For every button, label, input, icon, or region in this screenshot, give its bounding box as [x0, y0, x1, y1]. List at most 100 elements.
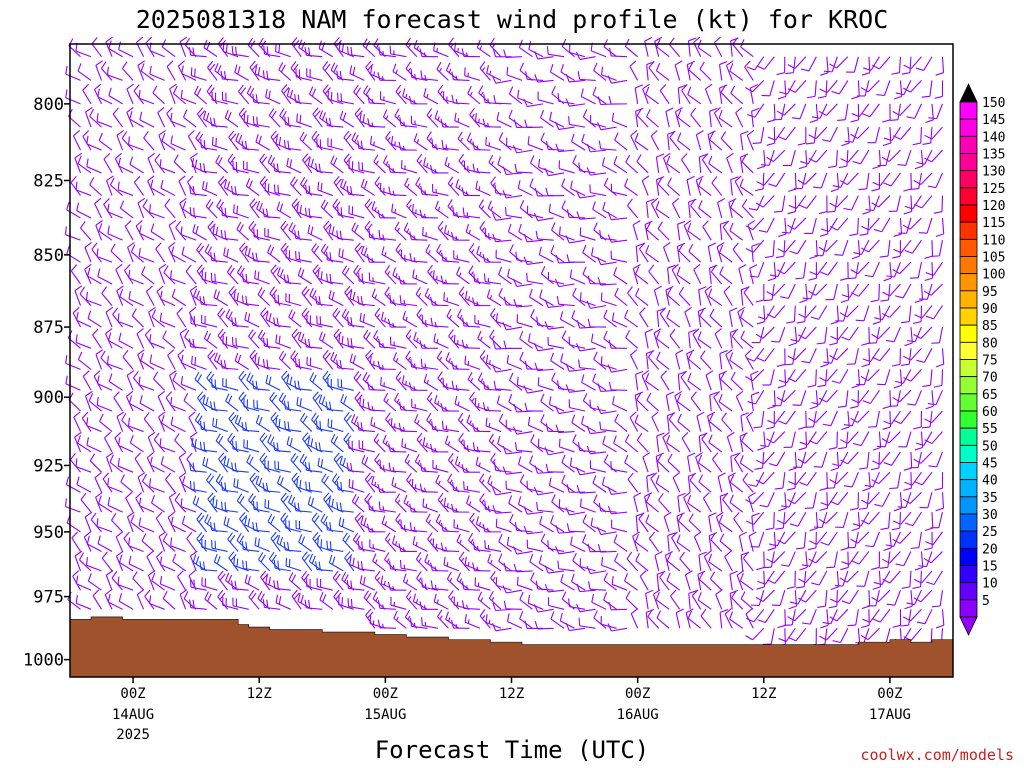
- barb-staff: [259, 438, 271, 453]
- barb-flag: [334, 573, 341, 581]
- wind-barb: [306, 68, 323, 81]
- barb-staff: [448, 44, 460, 58]
- barb-staff: [192, 503, 207, 513]
- wind-barb: [425, 244, 439, 263]
- barb-staff: [191, 75, 207, 81]
- barb-flag: [138, 376, 141, 385]
- barb-flag: [572, 434, 577, 443]
- barb-flag: [270, 264, 277, 272]
- barb-staff: [105, 312, 113, 328]
- wind-barb: [166, 60, 176, 81]
- wind-barb: [559, 311, 575, 328]
- barb-flag: [163, 265, 169, 273]
- barb-half-flag: [408, 204, 412, 209]
- barb-half-flag: [447, 230, 450, 235]
- barb-flag: [535, 580, 539, 589]
- barb-flag: [318, 442, 321, 451]
- barb-flag: [399, 401, 402, 410]
- barb-flag: [293, 331, 300, 339]
- barb-staff: [212, 99, 228, 105]
- barb-staff: [117, 320, 134, 328]
- barb-flag: [496, 111, 500, 121]
- barb-staff: [77, 163, 92, 174]
- barb-flag: [186, 531, 193, 539]
- wind-barb: [66, 245, 81, 263]
- wind-barb: [80, 492, 92, 513]
- barb-staff: [78, 359, 92, 370]
- wind-barb: [484, 228, 502, 241]
- wind-barb: [380, 376, 397, 391]
- barb-staff: [374, 314, 386, 328]
- barb-flag: [565, 622, 570, 631]
- wind-barb: [539, 515, 554, 533]
- barb-flag: [220, 70, 223, 80]
- wind-barb: [74, 152, 82, 174]
- barb-staff: [270, 270, 281, 285]
- wind-barb: [159, 556, 176, 572]
- barb-half-flag: [425, 442, 428, 447]
- wind-barb: [207, 349, 218, 370]
- barb-flag: [97, 535, 101, 544]
- barb-flag: [329, 401, 332, 411]
- barb-half-flag: [394, 482, 397, 487]
- barb-flag: [197, 133, 204, 142]
- barb-staff: [166, 66, 176, 81]
- wind-barb: [581, 415, 596, 433]
- barb-staff: [149, 362, 165, 370]
- barb-flag: [136, 589, 145, 596]
- barb-flag: [443, 292, 446, 301]
- barb-flag: [160, 456, 164, 465]
- barb-staff: [87, 543, 102, 552]
- barb-flag: [310, 226, 314, 235]
- wind-barb: [189, 185, 207, 197]
- wind-barb: [194, 371, 208, 391]
- wind-barb: [228, 551, 239, 572]
- barb-staff: [176, 313, 187, 328]
- barb-flag: [246, 372, 251, 381]
- wind-barb: [419, 209, 438, 219]
- barb-staff: [327, 409, 344, 412]
- barb-staff: [260, 313, 271, 328]
- wind-barb: [86, 535, 102, 552]
- barb-staff: [488, 597, 502, 610]
- barb-flag: [216, 555, 221, 565]
- wind-barb: [236, 493, 250, 513]
- barb-staff: [291, 335, 302, 349]
- wind-barb: [378, 338, 396, 349]
- barb-flag: [419, 483, 423, 492]
- barb-flag: [354, 391, 361, 399]
- barb-half-flag: [438, 519, 442, 525]
- barb-flag: [527, 594, 531, 604]
- barb-staff: [201, 428, 218, 433]
- wind-barb: [512, 546, 533, 555]
- barb-flag: [304, 461, 307, 471]
- barb-flag: [318, 394, 323, 403]
- barb-staff: [540, 117, 554, 128]
- barb-half-flag: [424, 190, 427, 195]
- barb-flag: [304, 207, 307, 216]
- barb-staff: [474, 149, 491, 151]
- wind-barb: [138, 497, 155, 513]
- barb-flag: [249, 472, 256, 480]
- barb-flag: [446, 571, 452, 580]
- barb-flag: [440, 522, 444, 532]
- wind-barb: [72, 130, 82, 151]
- barb-flag: [341, 249, 344, 258]
- barb-staff: [243, 567, 260, 572]
- barb-half-flag: [471, 397, 475, 402]
- barb-half-flag: [492, 577, 496, 582]
- wind-barb: [100, 350, 113, 370]
- barb-flag: [529, 155, 535, 164]
- barb-flag: [485, 417, 488, 426]
- barb-flag: [413, 133, 418, 142]
- barb-staff: [139, 402, 155, 412]
- barb-flag: [174, 433, 180, 441]
- wind-barb: [561, 178, 575, 196]
- barb-half-flag: [460, 438, 464, 443]
- barb-flag: [349, 556, 352, 565]
- barb-flag: [411, 478, 414, 488]
- barb-staff: [348, 447, 365, 453]
- barb-staff: [379, 509, 396, 513]
- barb-flag: [106, 175, 114, 181]
- barb-flag: [524, 360, 528, 370]
